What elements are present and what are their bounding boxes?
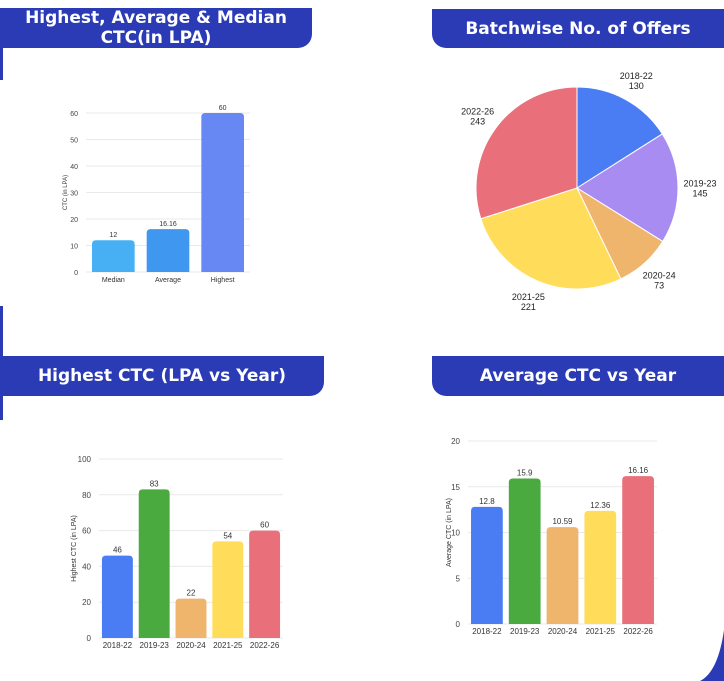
x-tick-label: Average (155, 277, 181, 284)
bar-2019-23 (138, 489, 170, 638)
y-axis-label: Average CTC (in LPA) (446, 498, 453, 567)
x-tick-label: Median (102, 277, 125, 284)
data-label: 16.16 (159, 221, 177, 228)
x-tick-label: 2020-24 (548, 627, 578, 636)
slice-value: 130 (629, 81, 644, 91)
bar-2019-23 (508, 478, 541, 624)
y-tick-label: 15 (451, 483, 460, 492)
bar-highest (201, 113, 244, 272)
x-tick-label: 2019-23 (140, 641, 170, 650)
header-ctc-summary: Highest, Average & Median CTC(in LPA) (0, 8, 312, 48)
y-axis-label: Highest CTC (in LPA) (71, 515, 78, 582)
slice-label: 2021-25 (512, 292, 545, 302)
y-tick-label: 100 (78, 455, 92, 464)
slice-label: 2022-26 (461, 106, 494, 116)
bar-2022-26 (249, 530, 281, 638)
slice-label: 2018-22 (620, 71, 653, 81)
header-offers: Batchwise No. of Offers (432, 9, 724, 48)
data-label: 60 (219, 105, 227, 112)
x-tick-label: 2022-26 (250, 641, 280, 650)
y-tick-label: 0 (87, 634, 92, 643)
y-axis-label: CTC (in LPA) (63, 175, 69, 210)
y-tick-label: 5 (456, 574, 461, 583)
data-label: 12.36 (590, 501, 611, 510)
y-tick-label: 40 (82, 562, 91, 571)
y-tick-label: 60 (70, 111, 78, 118)
x-tick-label: 2018-22 (103, 641, 133, 650)
slice-2021-25 (480, 187, 622, 290)
y-tick-label: 50 (70, 138, 78, 145)
x-tick-label: Highest (211, 277, 235, 284)
y-tick-label: 20 (70, 217, 78, 224)
data-label: 46 (113, 546, 122, 555)
header-highest-ctc: Highest CTC (LPA vs Year) (0, 356, 324, 396)
x-tick-label: 2020-24 (176, 641, 206, 650)
slice-2022-26 (475, 86, 578, 220)
left-edge-accent-bottom (0, 396, 3, 420)
x-tick-label: 2022-26 (623, 627, 653, 636)
x-tick-label: 2021-25 (213, 641, 243, 650)
left-edge-accent-mid (0, 306, 3, 356)
bar-2020-24 (546, 527, 579, 624)
data-label: 12 (109, 232, 117, 239)
header-average-ctc: Average CTC vs Year (432, 356, 724, 396)
data-label: 54 (223, 531, 232, 540)
bar-2021-25 (212, 541, 244, 638)
slice-2018-22 (576, 86, 664, 189)
data-label: 83 (150, 479, 159, 488)
y-tick-label: 0 (456, 620, 461, 629)
y-tick-label: 10 (70, 244, 78, 251)
slice-2019-23 (576, 133, 679, 243)
data-label: 10.59 (552, 517, 573, 526)
slice-value: 73 (654, 281, 664, 291)
slice-value: 221 (521, 302, 536, 312)
y-tick-label: 40 (70, 164, 78, 171)
y-tick-label: 20 (82, 598, 91, 607)
y-tick-label: 10 (451, 529, 460, 538)
data-label: 60 (260, 521, 269, 530)
data-label: 15.9 (517, 469, 533, 478)
bar-average (146, 229, 190, 272)
data-label: 22 (187, 589, 196, 598)
bar-2020-24 (175, 598, 207, 638)
data-label: 12.8 (479, 497, 495, 506)
slice-label: 2020-24 (643, 271, 676, 281)
x-tick-label: 2021-25 (586, 627, 616, 636)
bar-2022-26 (622, 476, 654, 624)
y-tick-label: 20 (451, 437, 460, 446)
bar-2018-22 (471, 506, 503, 624)
y-tick-label: 60 (82, 527, 91, 536)
y-tick-label: 30 (70, 191, 78, 198)
slice-value: 243 (470, 116, 485, 126)
slice-value: 145 (692, 189, 707, 199)
left-edge-accent-top (0, 48, 3, 80)
data-label: 16.16 (628, 466, 649, 475)
y-tick-label: 0 (74, 270, 78, 277)
bar-2021-25 (584, 510, 617, 624)
bar-median (92, 240, 135, 272)
x-tick-label: 2018-22 (472, 627, 502, 636)
bar-2018-22 (101, 555, 133, 638)
x-tick-label: 2019-23 (510, 627, 540, 636)
slice-label: 2019-23 (683, 179, 716, 189)
y-tick-label: 80 (82, 491, 91, 500)
